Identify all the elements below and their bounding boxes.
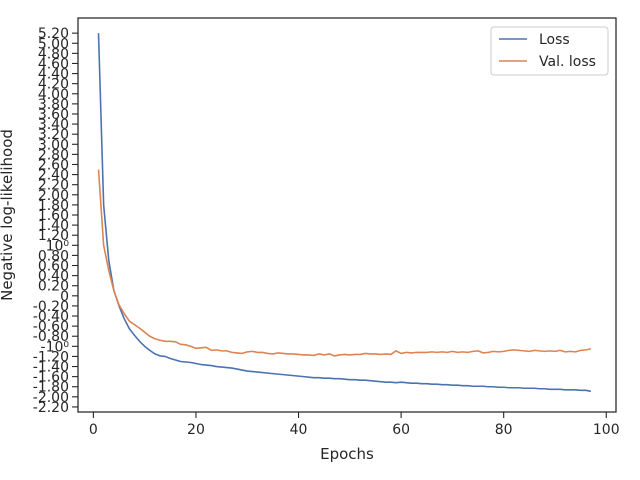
y-axis: -2.20-2.00-1.80-1.60-1.40-1.20-10⁰-0.80-… [33, 26, 78, 416]
y-tick-label: 2.80 [38, 147, 69, 163]
y-tick-label: 0.80 [38, 248, 69, 264]
y-tick-label: 10⁰ [46, 238, 70, 254]
y-tick-label: 0.40 [38, 269, 69, 285]
y-tick-label: -2.00 [33, 390, 69, 406]
y-tick-label: 4.60 [38, 56, 69, 72]
y-tick-label: -2.20 [33, 400, 69, 416]
x-tick-label: 80 [495, 422, 513, 438]
y-tick-label: -1.20 [33, 349, 69, 365]
y-tick-label: -0.20 [33, 299, 69, 315]
axes-frame [77, 17, 617, 413]
legend: Loss Val. loss [490, 26, 609, 76]
y-tick-label: -0.40 [33, 309, 69, 325]
y-tick-label: 4.80 [38, 46, 69, 62]
y-tick-label: 2.60 [38, 157, 69, 173]
y-tick-label: 3.00 [38, 137, 69, 153]
x-tick-label: 60 [392, 422, 410, 438]
legend-label: Loss [539, 32, 570, 48]
series-line-1 [97, 169, 592, 357]
y-tick-label: 1.20 [38, 228, 69, 244]
y-tick-label: -1.80 [33, 380, 69, 396]
y-tick-label: 2.20 [38, 178, 69, 194]
y-tick-label: 3.20 [38, 127, 69, 143]
y-tick-label: 2.00 [38, 188, 69, 204]
y-tick-label: 3.60 [38, 107, 69, 123]
y-tick-label: 2.40 [38, 168, 69, 184]
legend-label: Val. loss [539, 54, 596, 70]
x-tick-label: 40 [290, 422, 308, 438]
x-tick-label: 20 [187, 422, 205, 438]
y-tick-label: 4.20 [38, 77, 69, 93]
y-tick-label: 5.20 [38, 26, 69, 42]
series-layer [97, 33, 592, 393]
series-line-0 [97, 33, 592, 393]
y-tick-label: 4.00 [38, 87, 69, 103]
x-axis: 0 20 40 60 80 100 [89, 412, 620, 438]
y-tick-label: 3.40 [38, 117, 69, 133]
y-tick-label: 0 [60, 289, 69, 305]
y-tick-label: 4.40 [38, 67, 69, 83]
y-tick-label: -10⁰ [41, 339, 70, 355]
y-tick-label: 0.60 [38, 259, 69, 275]
y-tick-label: 5.00 [38, 36, 69, 52]
y-axis-label: Negative log-likelihood [0, 129, 16, 301]
x-tick-label: 0 [89, 422, 98, 438]
y-tick-label: -1.60 [33, 370, 69, 386]
y-tick-label: 1.80 [38, 198, 69, 214]
y-tick-label: 1.60 [38, 208, 69, 224]
y-tick-label: 3.80 [38, 97, 69, 113]
y-tick-label: -0.60 [33, 319, 69, 335]
x-axis-label: Epochs [320, 445, 374, 463]
x-tick-label: 100 [593, 422, 620, 438]
y-tick-label: -0.80 [33, 329, 69, 345]
y-tick-label: -1.40 [33, 360, 69, 376]
y-tick-label: 0.20 [38, 279, 69, 295]
y-tick-label: 1.40 [38, 218, 69, 234]
